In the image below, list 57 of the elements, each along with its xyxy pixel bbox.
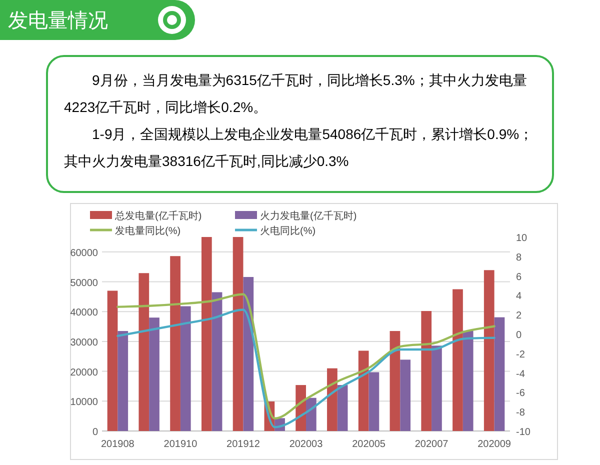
- text: 1-9月，全国规模以上发电企业发电量54086亿千瓦时，累计增长0.9%；其中火力发电量38316亿千瓦时,同比减少0.3%: [64, 125, 534, 171]
- bar: [452, 289, 463, 431]
- bar: [306, 398, 316, 431]
- legend-label: 火电同比(%): [260, 225, 316, 237]
- bar: [201, 237, 212, 431]
- y2-tick-label: 6: [516, 272, 522, 283]
- bar: [494, 317, 505, 431]
- x-tick-label: 201910: [164, 439, 198, 450]
- legend-label: 火力发电量(亿千瓦时): [260, 210, 357, 222]
- x-tick-label: 201908: [101, 439, 135, 450]
- y2-tick-label: 0: [516, 330, 522, 341]
- y2-tick-label: -2: [516, 349, 526, 360]
- line-series: [116, 293, 496, 420]
- chart-title: 发电量情况: [8, 9, 108, 34]
- y2-tick-label: -6: [516, 388, 526, 400]
- bar: [149, 318, 160, 431]
- bar: [368, 372, 380, 431]
- text: 9月份，当月发电量为6315亿千瓦时，同比增长5.3%；其中火力发电量4223亿千瓦时，同比增长0.2%。: [64, 71, 528, 117]
- y-tick-label: 20000: [70, 367, 98, 378]
- x-tick-label: 201912: [226, 439, 260, 450]
- bar: [390, 331, 400, 431]
- x-tick-label: 202005: [352, 439, 386, 450]
- bar: [432, 346, 442, 431]
- bar: [107, 290, 118, 431]
- y-tick-label: 10000: [70, 397, 98, 408]
- legend-label: 发电量同比(%): [115, 225, 181, 237]
- y2-tick-label: 10: [516, 233, 528, 244]
- bar: [484, 270, 494, 431]
- x-tick-label: 202007: [414, 439, 449, 450]
- bar: [180, 306, 191, 431]
- bar: [212, 292, 222, 431]
- y2-tick-label: -4: [516, 368, 526, 380]
- x-tick-label: 202003: [289, 439, 324, 450]
- bar: [462, 330, 474, 431]
- bar: [118, 331, 128, 431]
- y2-tick-label: -8: [516, 408, 526, 419]
- y-tick-label: 30000: [70, 337, 98, 348]
- y2-tick-label: 2: [516, 310, 522, 322]
- y-tick-label: 40000: [70, 308, 98, 319]
- bar: [138, 273, 150, 431]
- bar: [170, 256, 180, 431]
- y2-tick-label: 4: [516, 291, 522, 302]
- bar: [337, 385, 348, 431]
- bar: [421, 311, 432, 431]
- y2-tick-label: -10: [516, 427, 531, 438]
- bar: [232, 237, 244, 431]
- y2-tick-label: 8: [516, 252, 522, 264]
- x-tick-label: 202009: [478, 439, 512, 450]
- bar: [400, 360, 411, 431]
- bar: [243, 276, 254, 431]
- y-tick-label: 0: [92, 427, 98, 438]
- bar: [358, 350, 369, 431]
- y-tick-label: 60000: [70, 248, 98, 259]
- legend-label: 总发电量(亿千瓦时): [114, 210, 202, 222]
- y-tick-label: 50000: [70, 278, 98, 289]
- bar: [327, 368, 338, 431]
- line-series: [116, 308, 496, 428]
